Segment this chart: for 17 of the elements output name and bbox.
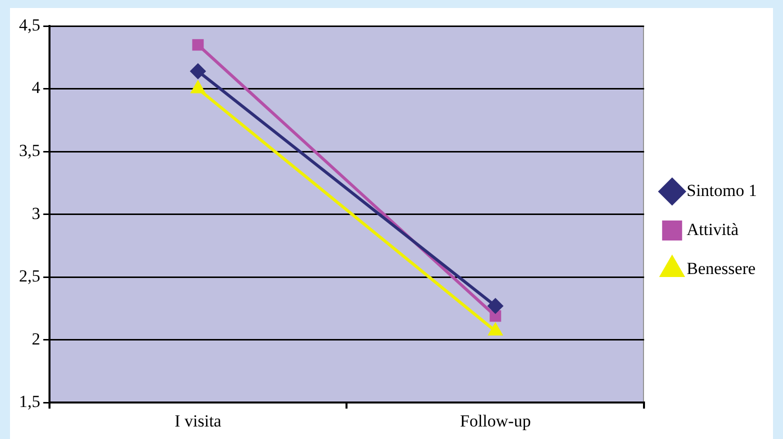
x-tick-label: I visita (174, 411, 222, 430)
point (490, 310, 502, 322)
y-tick-label: 2,5 (19, 266, 40, 286)
point (190, 64, 206, 79)
point (488, 298, 503, 314)
y-tick-label: 3,5 (19, 141, 40, 160)
legend-label: Attività (686, 220, 740, 239)
point (488, 324, 502, 336)
legend-label: Benessere (686, 258, 756, 278)
x-tick-label: Follow-up (460, 411, 531, 430)
legend-label: Sintomo 1 (686, 180, 757, 200)
y-tick-label: 1,5 (19, 392, 40, 412)
y-tick-label: 4 (32, 78, 41, 98)
y-tick-label: 4,5 (19, 15, 40, 34)
y-tick-label: 3 (32, 204, 40, 223)
y-tick-label: 2 (32, 329, 40, 348)
point (192, 39, 204, 51)
